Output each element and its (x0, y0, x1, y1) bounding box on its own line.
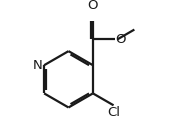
Text: N: N (32, 59, 42, 72)
Text: O: O (116, 33, 126, 46)
Text: O: O (88, 0, 98, 12)
Text: Cl: Cl (108, 107, 121, 120)
